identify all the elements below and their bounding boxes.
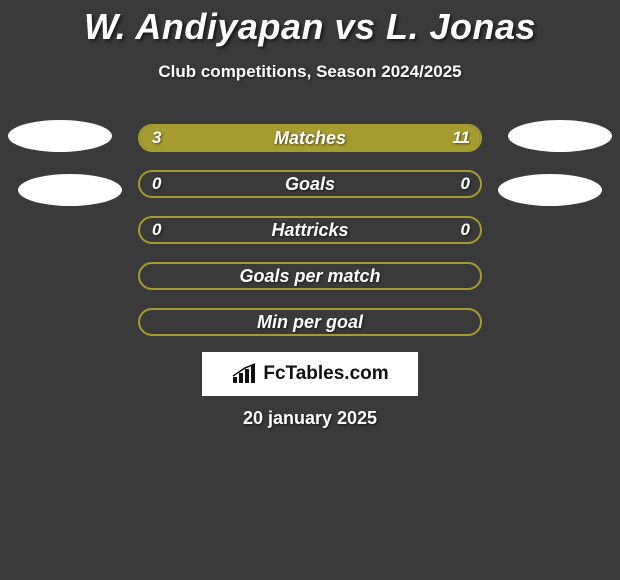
- player-left-top-avatar: [8, 120, 112, 152]
- stat-label: Hattricks: [140, 218, 480, 242]
- page-title: W. Andiyapan vs L. Jonas: [0, 0, 620, 48]
- bar-chart-icon: [231, 363, 257, 385]
- stat-row-min-per-goal: Min per goal: [138, 308, 482, 336]
- attribution-text: FcTables.com: [263, 363, 388, 385]
- player-right-bottom-avatar: [498, 174, 602, 206]
- page-subtitle: Club competitions, Season 2024/2025: [0, 62, 620, 82]
- stat-label: Min per goal: [140, 310, 480, 334]
- stat-bars: 3 Matches 11 0 Goals 0 0 Hattricks 0 Goa…: [138, 124, 482, 354]
- footer-date: 20 january 2025: [0, 408, 620, 429]
- comparison-card: W. Andiyapan vs L. Jonas Club competitio…: [0, 0, 620, 580]
- stat-row-hattricks: 0 Hattricks 0: [138, 216, 482, 244]
- player-right-top-avatar: [508, 120, 612, 152]
- stat-row-goals: 0 Goals 0: [138, 170, 482, 198]
- stat-row-goals-per-match: Goals per match: [138, 262, 482, 290]
- player-left-bottom-avatar: [18, 174, 122, 206]
- stat-value-right: 0: [461, 172, 470, 196]
- stat-label: Matches: [140, 126, 480, 150]
- stat-value-right: 0: [461, 218, 470, 242]
- stat-label: Goals per match: [140, 264, 480, 288]
- stat-row-matches: 3 Matches 11: [138, 124, 482, 152]
- attribution-logo: FcTables.com: [202, 352, 418, 396]
- stat-label: Goals: [140, 172, 480, 196]
- stat-value-right: 11: [452, 126, 470, 150]
